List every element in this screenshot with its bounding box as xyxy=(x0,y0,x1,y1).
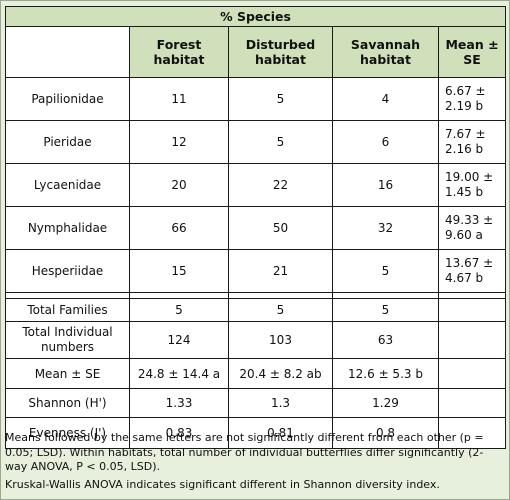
table-row: Papilionidae 11 5 4 6.67 ± 2.19 b xyxy=(5,77,507,121)
disturbed-value: 5 xyxy=(228,298,333,322)
forest-value: 12 xyxy=(129,120,229,164)
disturbed-value: 5 xyxy=(228,120,333,164)
table-row: Nymphalidae 66 50 32 49.33 ± 9.60 a xyxy=(5,206,507,250)
empty-cell xyxy=(437,417,507,449)
savannah-value: 5 xyxy=(332,249,439,293)
table-title: % Species xyxy=(4,6,507,27)
mean-value: 6.67 ± 2.19 b xyxy=(437,77,507,121)
empty-cell xyxy=(437,321,507,359)
savannah-value: 32 xyxy=(332,206,439,250)
disturbed-value: 21 xyxy=(228,249,333,293)
savannah-value: 6 xyxy=(332,120,439,164)
savannah-value: 12.6 ± 5.3 b xyxy=(332,358,439,389)
header-forest: Forest habitat xyxy=(129,26,229,78)
summary-label: Total Families xyxy=(5,298,130,322)
savannah-value: 5 xyxy=(332,298,439,322)
family-name: Pieridae xyxy=(5,120,130,164)
empty-cell xyxy=(437,388,507,418)
table-row: Evenness (J') 0.83 0.81 0.8 xyxy=(5,417,507,449)
table-row: Pieridae 12 5 6 7.67 ± 2.16 b xyxy=(5,120,507,164)
disturbed-value: 0.81 xyxy=(228,417,333,449)
header-corner xyxy=(5,26,130,78)
empty-cell xyxy=(437,358,507,389)
summary-label: Evenness (J') xyxy=(5,417,130,449)
table-row: Mean ± SE 24.8 ± 14.4 a 20.4 ± 8.2 ab 12… xyxy=(5,358,507,389)
family-name: Hesperiidae xyxy=(5,249,130,293)
disturbed-value: 5 xyxy=(228,77,333,121)
footnote-significance: Means followed by the same letters are n… xyxy=(5,431,484,473)
table-row: Total Individual numbers 124 103 63 xyxy=(5,321,507,359)
forest-value: 0.83 xyxy=(129,417,229,449)
column-header-row: Forest habitat Disturbed habitat Savanna… xyxy=(5,26,507,78)
table-row: Hesperiidae 15 21 5 13.67 ± 4.67 b xyxy=(5,249,507,293)
footnote-kruskal-wallis: Kruskal-Wallis ANOVA indicates significa… xyxy=(5,477,440,491)
header-disturbed: Disturbed habitat xyxy=(228,26,333,78)
forest-value: 15 xyxy=(129,249,229,293)
forest-value: 124 xyxy=(129,321,229,359)
forest-value: 20 xyxy=(129,163,229,207)
mean-value: 19.00 ± 1.45 b xyxy=(437,163,507,207)
summary-label: Mean ± SE xyxy=(5,358,130,389)
forest-value: 11 xyxy=(129,77,229,121)
family-name: Papilionidae xyxy=(5,77,130,121)
forest-value: 66 xyxy=(129,206,229,250)
table-row: Lycaenidae 20 22 16 19.00 ± 1.45 b xyxy=(5,163,507,207)
table-footnotes: Means followed by the same letters are n… xyxy=(5,431,505,495)
summary-label: Total Individual numbers xyxy=(5,321,130,359)
disturbed-value: 20.4 ± 8.2 ab xyxy=(228,358,333,389)
forest-value: 5 xyxy=(129,298,229,322)
header-mean: Mean ± SE xyxy=(437,26,507,78)
mean-value: 13.67 ± 4.67 b xyxy=(437,249,507,293)
savannah-value: 16 xyxy=(332,163,439,207)
empty-cell xyxy=(437,298,507,322)
family-name: Lycaenidae xyxy=(5,163,130,207)
disturbed-value: 50 xyxy=(228,206,333,250)
family-name: Nymphalidae xyxy=(5,206,130,250)
summary-label: Shannon (H') xyxy=(5,388,130,418)
table-row: Total Families 5 5 5 xyxy=(5,298,507,322)
savannah-value: 1.29 xyxy=(332,388,439,418)
disturbed-value: 103 xyxy=(228,321,333,359)
table-row: Shannon (H') 1.33 1.3 1.29 xyxy=(5,388,507,418)
species-table: % Species Forest habitat Disturbed habit… xyxy=(4,6,507,449)
disturbed-value: 1.3 xyxy=(228,388,333,418)
savannah-value: 4 xyxy=(332,77,439,121)
forest-value: 1.33 xyxy=(129,388,229,418)
mean-value: 7.67 ± 2.16 b xyxy=(437,120,507,164)
savannah-value: 63 xyxy=(332,321,439,359)
mean-value: 49.33 ± 9.60 a xyxy=(437,206,507,250)
savannah-value: 0.8 xyxy=(332,417,439,449)
header-savannah: Savannah habitat xyxy=(332,26,439,78)
forest-value: 24.8 ± 14.4 a xyxy=(129,358,229,389)
disturbed-value: 22 xyxy=(228,163,333,207)
